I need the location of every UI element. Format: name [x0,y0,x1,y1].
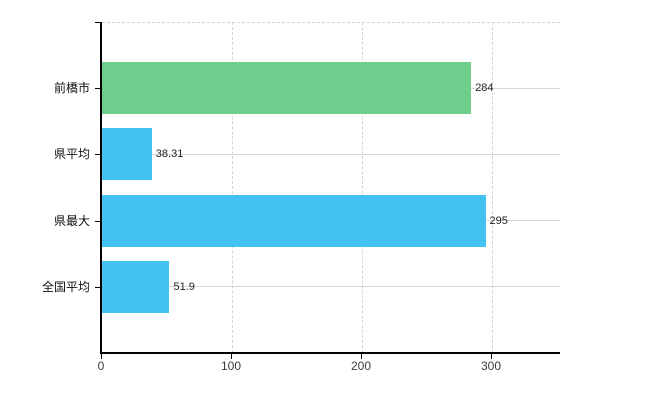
bar-value-label: 284 [475,82,494,95]
x-axis-tick-300 [491,354,492,359]
y-axis-tick [95,154,101,156]
bar-value-label: 295 [489,214,508,227]
gridline-x-100 [232,22,233,353]
gridline-row-1 [102,153,560,155]
bar-2 [102,194,486,247]
gridline-x-300 [492,22,493,353]
y-axis-line [100,22,102,354]
bar-value-label: 38.31 [155,148,184,161]
y-axis-tick [95,88,101,90]
category-label-2: 県最大 [53,213,90,228]
bar-3 [102,260,170,313]
gridline-row-3 [102,286,560,288]
bar-value-label: 51.9 [173,280,195,293]
y-axis-tick [95,286,101,288]
x-axis-tick-200 [361,354,362,359]
x-axis-tick-0 [101,354,102,359]
x-tick-label-300: 300 [480,359,502,373]
x-tick-label-0: 0 [97,359,105,373]
gridline-top [102,22,560,23]
bar-1 [102,128,152,181]
x-tick-label-200: 200 [350,359,372,373]
y-axis-tick [95,220,101,222]
y-axis-top-tick [95,22,101,23]
x-axis-line [100,352,560,354]
bar-0 [102,62,472,115]
category-label-1: 県平均 [53,147,90,162]
gridline-x-200 [362,22,363,353]
x-axis-tick-100 [231,354,232,359]
plot-area: 284 38.31 295 51.9 [102,22,560,353]
category-label-0: 前橋市 [53,81,90,96]
category-label-3: 全国平均 [41,279,90,294]
x-tick-label-100: 100 [220,359,242,373]
